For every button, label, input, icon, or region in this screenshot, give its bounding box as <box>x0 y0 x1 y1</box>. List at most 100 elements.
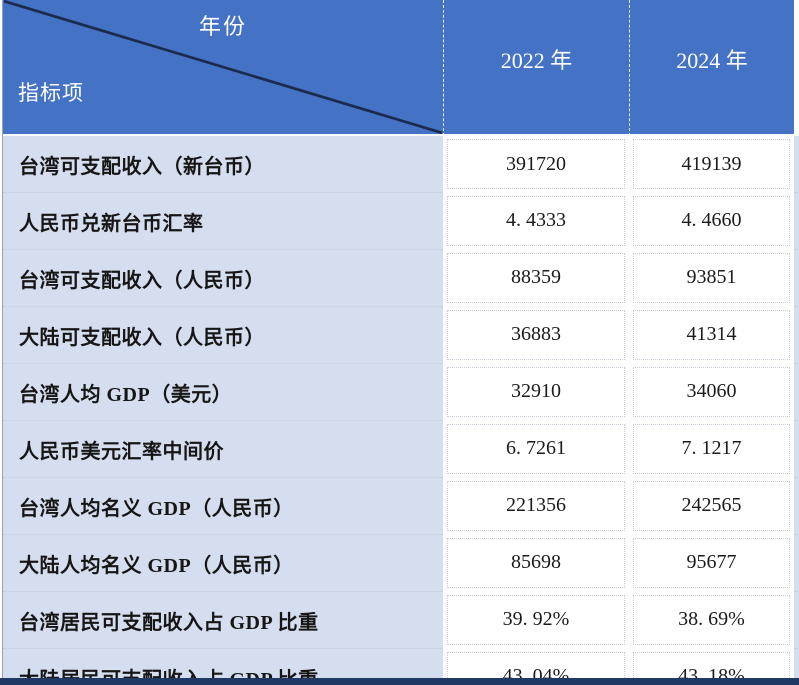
row-filler <box>794 420 799 477</box>
value-box: 93851 <box>633 252 790 303</box>
value-cell-2024: 7. 1217 <box>629 420 794 477</box>
row-filler <box>794 591 799 648</box>
value-2022: 88359 <box>511 266 561 288</box>
value-cell-2024: 34060 <box>629 363 794 420</box>
value-2022: 6. 7261 <box>506 437 566 459</box>
value-cell-2024: 95677 <box>629 534 794 591</box>
header-corner-cell: 年份 指标项 <box>3 0 443 136</box>
row-label-cell: 台湾居民可支配收入占 GDP 比重 <box>3 591 443 648</box>
row-label: 台湾人均名义 GDP（人民币） <box>19 497 294 520</box>
value-cell-2022: 391720 <box>443 136 629 192</box>
value-cell-2022: 6. 7261 <box>443 420 629 477</box>
value-cell-2024: 38. 69% <box>629 591 794 648</box>
row-label-cell: 人民币兑新台币汇率 <box>3 192 443 249</box>
value-cell-2022: 88359 <box>443 249 629 306</box>
bottom-border-bar <box>0 678 799 685</box>
value-2024: 93851 <box>686 266 737 288</box>
row-filler <box>794 363 799 420</box>
row-label: 台湾人均 GDP（美元） <box>19 383 233 406</box>
value-2024: 7. 1217 <box>681 437 742 459</box>
value-2022: 39. 92% <box>502 608 570 630</box>
value-cell-2022: 39. 92% <box>443 591 629 648</box>
value-cell-2022: 85698 <box>443 534 629 591</box>
value-2022: 32910 <box>511 380 561 402</box>
value-cell-2024: 242565 <box>629 477 794 534</box>
row-label: 台湾可支配收入（人民币） <box>19 269 265 292</box>
value-2024: 38. 69% <box>678 608 745 630</box>
table-row: 台湾人均 GDP（美元） 32910 34060 <box>3 363 799 420</box>
value-box: 221356 <box>447 480 625 531</box>
value-box: 4. 4333 <box>447 195 625 246</box>
row-label: 人民币兑新台币汇率 <box>19 212 204 235</box>
corner-label-year: 年份 <box>198 14 247 39</box>
table-row: 人民币兑新台币汇率 4. 4333 4. 4660 <box>3 192 799 249</box>
value-2022: 85698 <box>511 551 561 573</box>
value-2024: 419139 <box>681 152 742 175</box>
table-row: 大陆可支配收入（人民币） 36883 41314 <box>3 306 799 363</box>
value-box: 39. 92% <box>447 594 625 645</box>
value-cell-2024: 419139 <box>629 136 794 192</box>
value-2022: 221356 <box>506 494 566 516</box>
value-2024: 34060 <box>686 380 737 402</box>
value-box: 95677 <box>633 537 790 588</box>
value-box: 7. 1217 <box>633 423 790 474</box>
row-filler <box>794 192 799 249</box>
value-cell-2024: 93851 <box>629 249 794 306</box>
row-label: 大陆人均名义 GDP（人民币） <box>19 554 294 577</box>
value-2022: 4. 4333 <box>506 209 566 231</box>
row-label: 大陆可支配收入（人民币） <box>19 326 265 349</box>
value-box: 6. 7261 <box>447 423 625 474</box>
value-box: 391720 <box>447 139 625 189</box>
row-filler <box>794 249 799 306</box>
column-header-2022: 2022 年 <box>443 0 629 136</box>
header-row: 年份 指标项 2022 年 2024 年 <box>3 0 799 136</box>
row-label-cell: 台湾可支配收入（人民币） <box>3 249 443 306</box>
value-box: 32910 <box>447 366 625 417</box>
row-label: 台湾居民可支配收入占 GDP 比重 <box>19 611 319 634</box>
corner-diagonal-line <box>3 0 443 134</box>
value-2024: 95677 <box>686 551 737 573</box>
value-cell-2022: 32910 <box>443 363 629 420</box>
value-cell-2024: 4. 4660 <box>629 192 794 249</box>
value-cell-2024: 41314 <box>629 306 794 363</box>
row-label-cell: 台湾人均名义 GDP（人民币） <box>3 477 443 534</box>
row-label-cell: 大陆人均名义 GDP（人民币） <box>3 534 443 591</box>
value-2024: 4. 4660 <box>681 209 742 231</box>
row-filler <box>794 477 799 534</box>
row-label-cell: 大陆可支配收入（人民币） <box>3 306 443 363</box>
table-row: 台湾人均名义 GDP（人民币） 221356 242565 <box>3 477 799 534</box>
header-filler <box>794 0 799 136</box>
row-filler <box>794 648 799 685</box>
value-cell-2022: 4. 4333 <box>443 192 629 249</box>
value-cell-2022: 221356 <box>443 477 629 534</box>
value-box: 4. 4660 <box>633 195 790 246</box>
table-row: 台湾居民可支配收入占 GDP 比重 39. 92% 38. 69% <box>3 591 799 648</box>
row-filler <box>794 306 799 363</box>
row-label-cell: 人民币美元汇率中间价 <box>3 420 443 477</box>
row-label-cell: 台湾可支配收入（新台币） <box>3 136 443 192</box>
value-box: 85698 <box>447 537 625 588</box>
value-box: 41314 <box>633 309 790 360</box>
row-label: 人民币美元汇率中间价 <box>19 440 224 463</box>
value-box: 242565 <box>633 480 790 531</box>
value-box: 36883 <box>447 309 625 360</box>
value-2024: 41314 <box>686 323 737 345</box>
row-filler <box>794 534 799 591</box>
table-row: 人民币美元汇率中间价 6. 7261 7. 1217 <box>3 420 799 477</box>
row-label-cell: 台湾人均 GDP（美元） <box>3 363 443 420</box>
value-box: 88359 <box>447 252 625 303</box>
table-row: 大陆人均名义 GDP（人民币） 85698 95677 <box>3 534 799 591</box>
value-cell-2022: 36883 <box>443 306 629 363</box>
value-box: 419139 <box>633 139 790 189</box>
value-box: 38. 69% <box>633 594 790 645</box>
column-header-2024: 2024 年 <box>629 0 794 136</box>
value-2024: 242565 <box>681 494 742 516</box>
corner-label-indicator: 指标项 <box>18 81 84 105</box>
row-filler <box>794 136 799 192</box>
row-label: 台湾可支配收入（新台币） <box>19 155 265 178</box>
table-row: 台湾可支配收入（新台币） 391720 419139 <box>3 136 799 192</box>
value-box: 34060 <box>633 366 790 417</box>
value-2022: 391720 <box>506 152 566 175</box>
